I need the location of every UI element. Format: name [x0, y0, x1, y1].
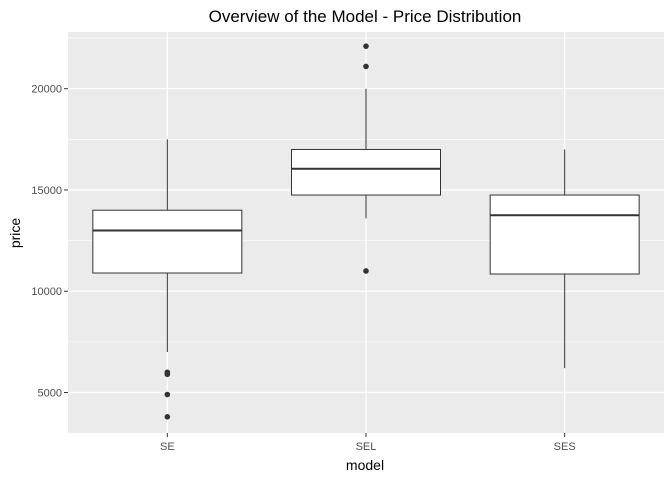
x-tick-label: SES	[554, 441, 576, 453]
boxplot-marks	[92, 43, 640, 420]
outlier-point	[363, 43, 369, 49]
x-axis-ticks: SE SEL SES	[160, 433, 576, 453]
x-axis-title: model	[346, 457, 384, 473]
y-axis-title: price	[7, 218, 23, 249]
box-group-se	[92, 139, 243, 420]
outlier-point	[363, 63, 369, 70]
y-tick-label: 5000	[38, 387, 62, 399]
y-axis-ticks: 5000 10000 15000 20000	[31, 84, 68, 399]
x-tick-label: SE	[160, 441, 175, 453]
outlier-point	[164, 413, 171, 420]
box-iqr	[291, 148, 441, 196]
y-tick-label: 10000	[31, 286, 62, 298]
x-tick-label: SEL	[356, 441, 377, 453]
box-group-sel	[291, 43, 441, 274]
outlier-point	[363, 268, 369, 274]
outlier-point	[164, 371, 171, 378]
box-iqr	[489, 194, 640, 275]
y-tick-label: 20000	[31, 84, 62, 96]
y-tick-label: 15000	[31, 185, 62, 197]
outlier-point	[164, 391, 171, 398]
box-group-ses	[489, 149, 640, 369]
box-iqr	[92, 209, 243, 274]
chart-title: Overview of the Model - Price Distributi…	[209, 7, 522, 26]
